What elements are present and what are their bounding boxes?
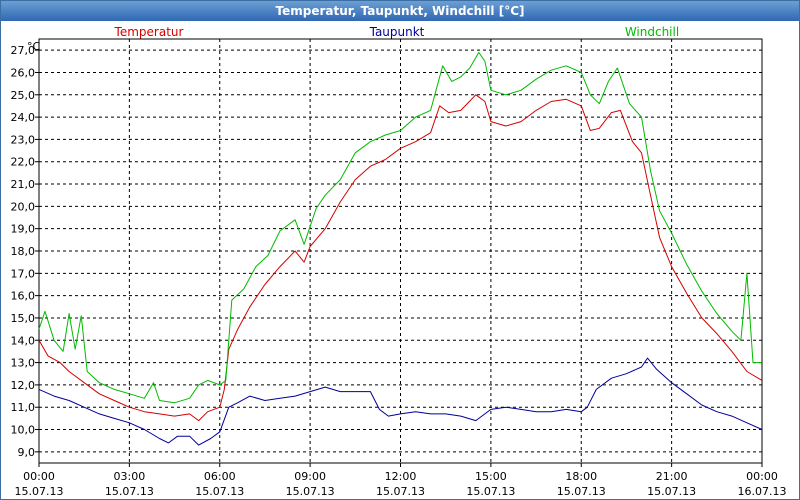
y-axis-unit-label: °C — [27, 40, 41, 53]
y-tick-label: 25,0 — [11, 89, 36, 102]
series-line-temperatur — [38, 94, 763, 422]
x-tick-date: 15.07.13 — [647, 485, 696, 498]
y-tick-label: 12,0 — [11, 379, 36, 392]
y-tick-label: 11,0 — [11, 401, 36, 414]
legend-temperatur: Temperatur — [114, 25, 184, 39]
y-tick-label: 14,0 — [11, 334, 36, 347]
series-lines — [38, 51, 763, 446]
y-tick-label: 9,0 — [18, 446, 36, 459]
y-tick-label: 21,0 — [11, 178, 36, 191]
x-tick-date: 15.07.13 — [15, 485, 64, 498]
window-title: Temperatur, Taupunkt, Windchill [°C] — [1, 1, 799, 21]
x-tick-date: 15.07.13 — [195, 485, 244, 498]
grid — [39, 39, 762, 463]
x-tick-time: 00:00 — [23, 470, 55, 483]
y-axis: 9,0 10,0 11,0 12,0 13,0 14,0 15,0 16,0 17,0 18,0 1… — [11, 44, 39, 459]
x-tick-date: 15.07.13 — [286, 485, 335, 498]
series-line-taupunkt — [38, 357, 763, 446]
x-tick-time: 09:00 — [294, 470, 326, 483]
x-tick-date: 15.07.13 — [557, 485, 606, 498]
y-tick-label: 20,0 — [11, 200, 36, 213]
series-line-windchill — [38, 51, 762, 404]
y-tick-label: 10,0 — [11, 424, 36, 437]
legend-taupunkt: Taupunkt — [369, 25, 425, 39]
y-tick-label: 27,0 — [11, 44, 36, 57]
y-tick-label: 16,0 — [11, 290, 36, 303]
y-tick-label: 26,0 — [11, 66, 36, 79]
x-tick-time: 12:00 — [385, 470, 417, 483]
y-tick-label: 13,0 — [11, 357, 36, 370]
x-tick-time: 00:00 — [746, 470, 778, 483]
y-tick-label: 19,0 — [11, 223, 36, 236]
legend-windchill: Windchill — [625, 25, 679, 39]
x-tick-time: 18:00 — [565, 470, 597, 483]
x-tick-date: 15.07.13 — [105, 485, 154, 498]
x-tick-time: 06:00 — [204, 470, 236, 483]
y-tick-label: 18,0 — [11, 245, 36, 258]
y-tick-label: 24,0 — [11, 111, 36, 124]
x-tick-date: 15.07.13 — [376, 485, 425, 498]
x-tick-time: 03:00 — [114, 470, 146, 483]
y-tick-label: 22,0 — [11, 156, 36, 169]
x-tick-time: 15:00 — [475, 470, 507, 483]
y-tick-label: 15,0 — [11, 312, 36, 325]
y-tick-label: 17,0 — [11, 267, 36, 280]
x-tick-date: 16.07.13 — [738, 485, 787, 498]
x-axis: 00:00 15.07.13 03:00 15.07.13 06:00 15.07.13 0… — [15, 463, 787, 498]
y-tick-label: 23,0 — [11, 133, 36, 146]
x-tick-date: 15.07.13 — [466, 485, 515, 498]
x-tick-time: 21:00 — [656, 470, 688, 483]
legend: Temperatur Taupunkt Windchill — [114, 25, 680, 39]
